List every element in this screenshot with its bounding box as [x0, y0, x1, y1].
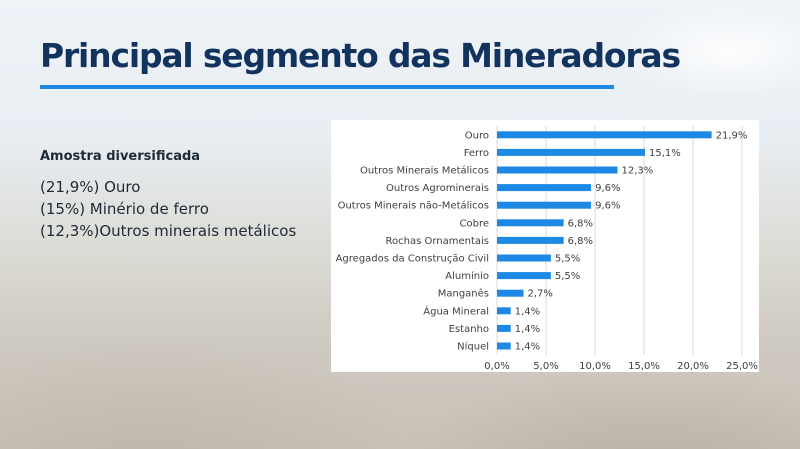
bar [497, 324, 511, 332]
value-label: 5,5% [555, 254, 580, 265]
category-label: Água Mineral [423, 304, 489, 317]
bar [497, 272, 551, 280]
value-label: 6,8% [568, 218, 593, 229]
category-label: Agregados da Construção Civil [336, 254, 489, 265]
bar [497, 289, 524, 297]
value-label: 1,4% [515, 342, 540, 353]
title-underline [40, 85, 614, 89]
category-label: Manganês [438, 288, 489, 300]
value-label: 1,4% [515, 306, 540, 317]
value-label: 6,8% [568, 236, 593, 247]
bar [497, 166, 618, 174]
x-tick-label: 15,0% [628, 361, 660, 372]
bar [497, 254, 551, 262]
bar-chart: 0,0% 5,0% 10,0% 15,0% 20,0% 25,0% Ouro 21,9% Fer… [336, 126, 758, 372]
bar [497, 201, 592, 209]
sample-item: (12,3%)Outros minerais metálicos [40, 222, 297, 240]
category-label: Alumínio [445, 270, 489, 282]
x-tick-label: 10,0% [579, 361, 611, 372]
sample-item: (21,9%) Ouro [40, 178, 141, 196]
sample-list: (21,9%) Ouro (15%) Minério de ferro (12,… [40, 176, 296, 242]
category-label: Outros Minerais não-Metálicos [338, 200, 489, 212]
value-label: 9,6% [595, 201, 620, 212]
bar [497, 184, 592, 192]
sky-background [0, 0, 800, 140]
value-label: 2,7% [527, 289, 552, 300]
category-label: Cobre [460, 218, 490, 229]
bar [497, 131, 712, 139]
category-label: Níquel [457, 341, 489, 353]
value-label: 12,3% [622, 166, 654, 177]
category-label: Outros Minerais Metálicos [360, 165, 489, 177]
value-label: 15,1% [649, 148, 681, 159]
category-label: Ferro [464, 148, 489, 159]
bar [497, 307, 511, 315]
sample-item: (15%) Minério de ferro [40, 200, 209, 218]
value-label: 21,9% [716, 130, 748, 141]
category-label: Estanho [449, 324, 489, 335]
x-tick-label: 0,0% [484, 361, 509, 372]
category-label: Rochas Ornamentais [385, 236, 489, 247]
x-tick-label: 25,0% [726, 361, 758, 372]
sample-heading: Amostra diversificada [40, 149, 201, 164]
value-label: 9,6% [595, 183, 620, 194]
x-tick-label: 5,0% [533, 361, 558, 372]
value-label: 5,5% [555, 271, 580, 282]
bar [497, 219, 564, 227]
category-label: Ouro [465, 130, 489, 141]
chart-panel: 0,0% 5,0% 10,0% 15,0% 20,0% 25,0% Ouro 21,9% Fer… [331, 120, 759, 372]
bar [497, 148, 645, 156]
slide-title: Principal segmento das Mineradoras [40, 36, 681, 75]
bar [497, 236, 564, 244]
category-label: Outros Agrominerais [386, 183, 489, 194]
bar [497, 342, 511, 350]
x-tick-label: 20,0% [677, 361, 709, 372]
value-label: 1,4% [515, 324, 540, 335]
